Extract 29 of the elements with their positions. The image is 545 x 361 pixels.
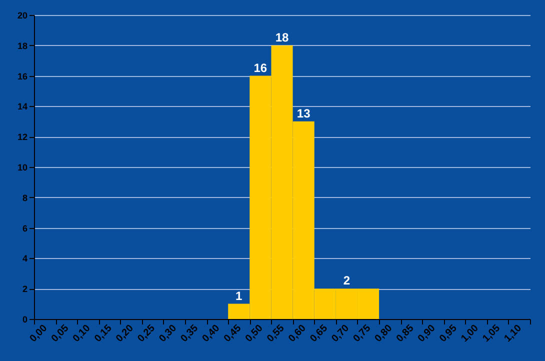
y-tick-label: 8 (22, 192, 28, 203)
y-tick-label: 4 (22, 254, 28, 264)
y-tick-label: 12 (17, 132, 28, 142)
x-tick-label: 0,15 (92, 322, 115, 345)
x-tick-label: 0,40 (200, 322, 222, 345)
y-tick-label: 0 (22, 314, 28, 324)
x-tick-label: 0,30 (157, 322, 180, 345)
y-tick-label: 2 (22, 284, 28, 294)
x-tick-label: 0,95 (438, 322, 460, 345)
y-tick-label: 20 (17, 10, 28, 20)
x-tick-label: 0,55 (265, 322, 288, 345)
x-tick-label: 0,50 (244, 322, 266, 345)
x-tick-label: 0,00 (28, 322, 50, 345)
x-tick-label: 0,80 (373, 322, 395, 345)
data-label: 2 (343, 274, 350, 288)
x-tick-label: 0,20 (114, 322, 136, 345)
data-label: 1 (236, 288, 243, 303)
x-tick-label: 0,10 (71, 322, 93, 345)
data-label: 16 (254, 60, 268, 75)
data-label: 13 (296, 106, 311, 120)
y-tick-label: 6 (22, 223, 28, 234)
y-tick-label: 14 (17, 102, 28, 112)
y-tick-label: 16 (17, 71, 28, 82)
x-tick-label: 0,70 (330, 322, 352, 345)
x-tick-label: 0,90 (416, 322, 438, 345)
data-label: 18 (275, 30, 289, 44)
y-tick-label: 10 (17, 162, 28, 172)
y-tick-label: 18 (17, 40, 28, 51)
x-tick-label: 0,60 (286, 322, 309, 345)
